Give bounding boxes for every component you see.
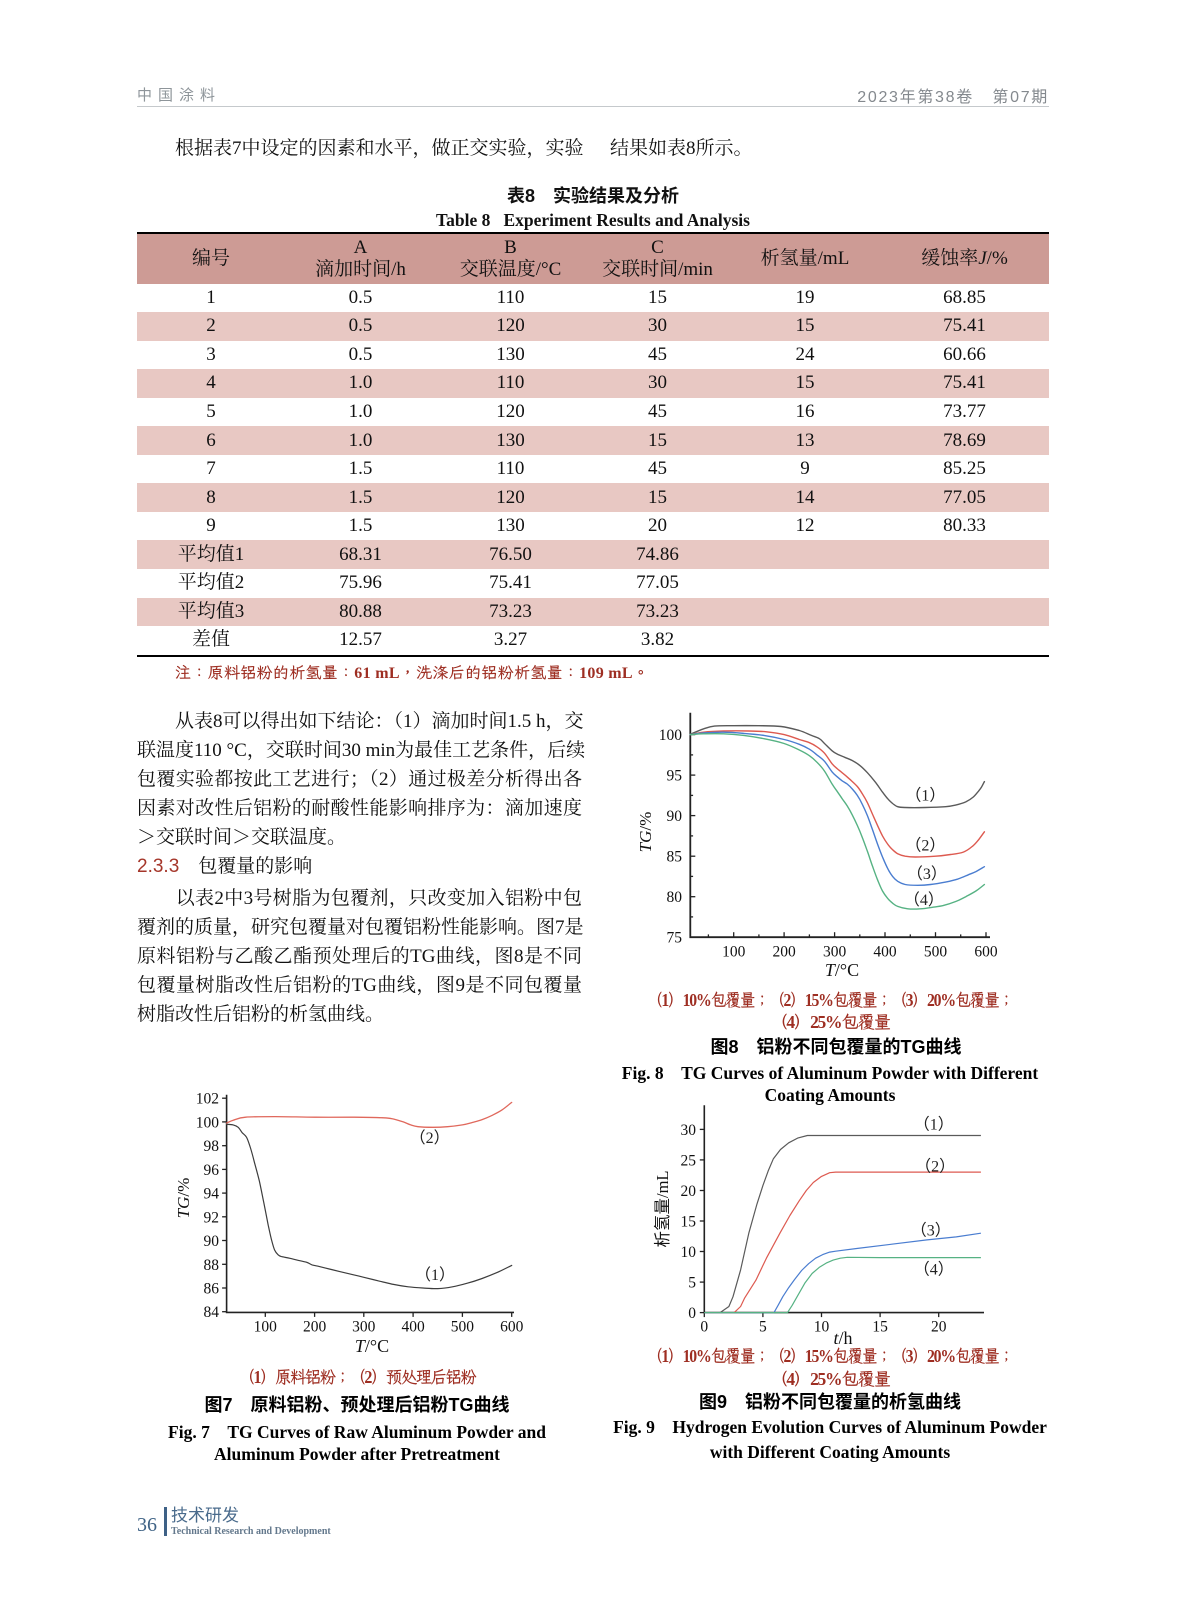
svg-text:（1）: （1）	[905, 786, 945, 804]
svg-text:析氢量/mL: 析氢量/mL	[653, 1171, 672, 1248]
svg-text:95: 95	[667, 768, 683, 785]
svg-text:TG/%: TG/%	[636, 812, 655, 853]
svg-text:TG/%: TG/%	[174, 1178, 193, 1219]
svg-text:100: 100	[722, 944, 746, 961]
svg-text:500: 500	[924, 944, 948, 961]
svg-text:94: 94	[204, 1186, 220, 1203]
svg-text:88: 88	[204, 1257, 220, 1274]
svg-text:20: 20	[681, 1183, 697, 1200]
svg-text:300: 300	[352, 1319, 376, 1336]
svg-text:400: 400	[873, 944, 897, 961]
svg-text:0: 0	[700, 1319, 708, 1336]
svg-text:（2）: （2）	[410, 1129, 450, 1147]
svg-text:（1）: （1）	[914, 1116, 954, 1134]
svg-text:5: 5	[759, 1319, 767, 1336]
svg-text:86: 86	[204, 1281, 220, 1298]
svg-text:90: 90	[667, 808, 683, 825]
svg-text:500: 500	[451, 1319, 475, 1336]
svg-text:100: 100	[254, 1319, 278, 1336]
svg-text:T/°C: T/°C	[355, 1336, 389, 1356]
svg-text:85: 85	[667, 849, 683, 866]
svg-text:（3）: （3）	[911, 1221, 951, 1239]
svg-text:（3）: （3）	[907, 865, 947, 883]
svg-text:5: 5	[688, 1275, 696, 1292]
svg-text:10: 10	[814, 1319, 830, 1336]
svg-text:（2）: （2）	[905, 836, 945, 854]
svg-text:200: 200	[303, 1319, 327, 1336]
svg-text:（2）: （2）	[915, 1157, 955, 1175]
svg-text:20: 20	[931, 1319, 947, 1336]
svg-text:300: 300	[823, 944, 847, 961]
svg-text:15: 15	[681, 1214, 697, 1231]
svg-text:25: 25	[681, 1152, 697, 1169]
svg-text:10: 10	[681, 1244, 697, 1261]
svg-text:84: 84	[204, 1304, 220, 1321]
svg-text:t/h: t/h	[833, 1328, 852, 1348]
svg-text:90: 90	[204, 1233, 220, 1250]
svg-text:600: 600	[500, 1319, 524, 1336]
svg-text:102: 102	[196, 1091, 219, 1108]
svg-text:96: 96	[204, 1162, 220, 1179]
svg-text:30: 30	[681, 1122, 697, 1139]
svg-text:100: 100	[659, 727, 683, 744]
svg-text:15: 15	[872, 1319, 888, 1336]
svg-text:100: 100	[196, 1114, 220, 1131]
svg-text:80: 80	[667, 889, 683, 906]
svg-text:（1）: （1）	[415, 1266, 455, 1284]
svg-text:98: 98	[204, 1138, 220, 1155]
svg-text:600: 600	[974, 944, 998, 961]
svg-text:92: 92	[204, 1209, 220, 1226]
svg-text:（4）: （4）	[914, 1261, 954, 1279]
svg-text:200: 200	[772, 944, 796, 961]
svg-text:T/°C: T/°C	[825, 960, 859, 980]
svg-text:（4）: （4）	[904, 891, 944, 909]
svg-text:0: 0	[688, 1305, 696, 1322]
svg-text:75: 75	[667, 930, 683, 947]
svg-text:400: 400	[401, 1319, 425, 1336]
